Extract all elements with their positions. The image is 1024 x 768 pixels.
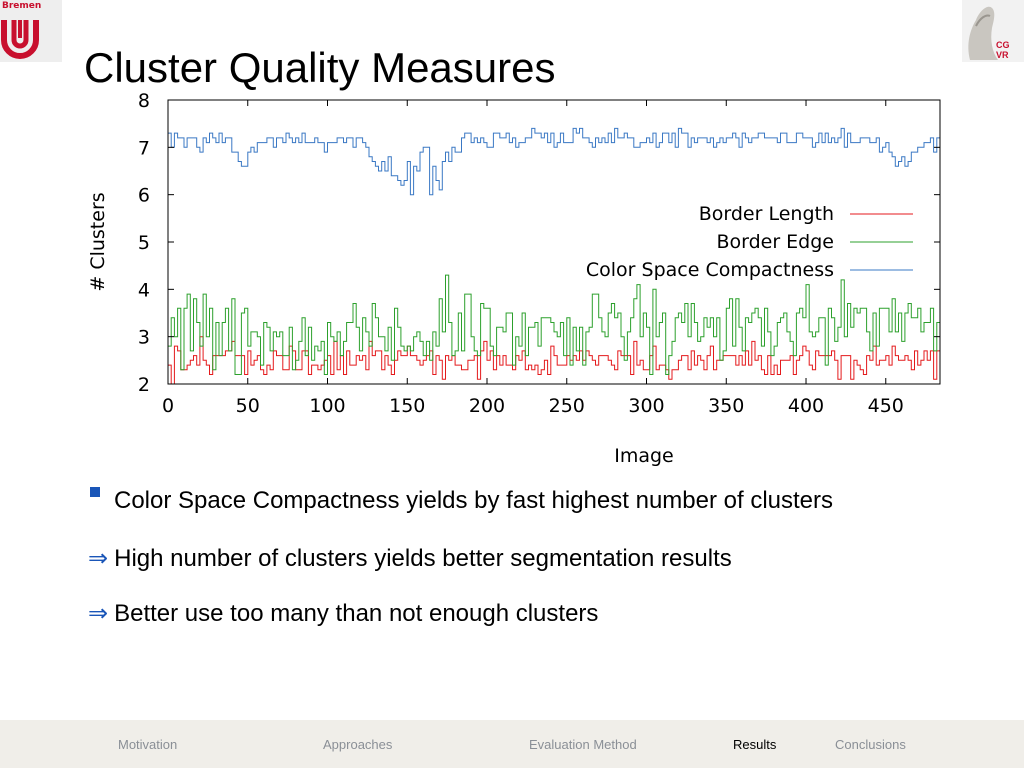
x-tick-label: 150 — [389, 395, 425, 417]
nav-results[interactable]: Results — [733, 737, 777, 752]
square-bullet-icon — [90, 487, 100, 497]
x-tick-label: 100 — [309, 395, 345, 417]
nav-approaches[interactable]: Approaches — [323, 737, 393, 752]
implication-item: ⇒ Better use too many than not enough clu… — [88, 595, 948, 632]
series-line-border-edge — [168, 274, 940, 375]
y-tick-label: 8 — [138, 90, 150, 112]
y-axis-label: # Clusters — [87, 192, 109, 291]
bullet-list: Color Space Compactness yields by fast h… — [88, 480, 948, 632]
x-axis-label: Image — [614, 445, 674, 467]
nav-evaluation-method[interactable]: Evaluation Method — [529, 737, 637, 752]
y-tick-label: 3 — [138, 327, 150, 349]
nav-motivation[interactable]: Motivation — [118, 737, 178, 752]
y-tick-label: 4 — [138, 279, 150, 301]
y-tick-label: 2 — [138, 374, 150, 396]
cluster-chart-svg: 0 50 100 150 200 250 300 350 400 450 2 3 4 5 6 7 8 Image #… — [87, 90, 941, 467]
legend-label: Border Edge — [716, 231, 834, 253]
university-logo: Bremen — [0, 0, 62, 62]
page-title: Cluster Quality Measures — [84, 44, 556, 92]
x-tick-label: 200 — [469, 395, 505, 417]
x-tick-label: 250 — [549, 395, 585, 417]
x-tick-label: 400 — [788, 395, 824, 417]
nav-conclusions[interactable]: Conclusions — [835, 737, 906, 752]
y-tick-label: 6 — [138, 185, 150, 207]
implication-text: Better use too many than not enough clus… — [114, 600, 599, 627]
cluster-chart: 0 50 100 150 200 250 300 350 400 450 2 3 4 5 6 7 8 Image #… — [76, 82, 956, 472]
x-tick-label: 350 — [708, 395, 744, 417]
university-bremen-logo-icon — [0, 20, 39, 59]
implication-item: ⇒ High number of clusters yields better s… — [88, 540, 948, 577]
implies-arrow-icon: ⇒ — [88, 544, 109, 572]
series-line-color-space-compactness — [168, 127, 940, 196]
series-line-border-length — [168, 336, 940, 384]
cgvr-logo-icon: CG VR — [962, 0, 1024, 62]
group-logo: CG VR — [962, 0, 1024, 62]
cgvr-logo-top: CG — [996, 40, 1010, 50]
implication-text: High number of clusters yields better se… — [114, 545, 732, 572]
y-tick-label: 5 — [138, 232, 150, 254]
footer-nav: Motivation Approaches Evaluation Method … — [0, 720, 1024, 768]
x-tick-label: 450 — [868, 395, 904, 417]
university-logo-label: Bremen — [2, 1, 42, 11]
legend-label: Color Space Compactness — [586, 259, 834, 281]
legend-label: Border Length — [699, 203, 834, 225]
x-tick-label: 50 — [236, 395, 260, 417]
x-tick-label: 0 — [162, 395, 174, 417]
implies-arrow-icon: ⇒ — [88, 599, 109, 627]
x-tick-label: 300 — [628, 395, 664, 417]
bullet-text: Color Space Compactness yields by fast h… — [114, 487, 834, 514]
cgvr-logo-bottom: VR — [996, 50, 1009, 60]
y-tick-label: 7 — [138, 137, 150, 159]
bullet-item: Color Space Compactness yields by fast h… — [88, 480, 948, 522]
